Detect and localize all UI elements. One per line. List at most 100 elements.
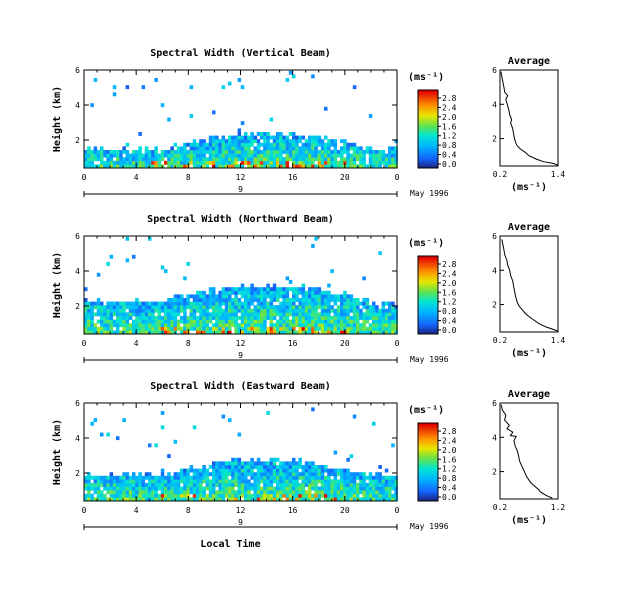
heatmap-cell xyxy=(106,157,110,162)
heatmap-cell xyxy=(250,142,254,147)
heatmap-cell xyxy=(320,468,325,473)
heatmap-cell xyxy=(164,301,168,306)
heatmap-cell xyxy=(260,287,264,292)
heatmap-cell xyxy=(359,160,363,165)
heatmap-cell xyxy=(256,497,261,502)
heatmap-cell xyxy=(324,475,328,480)
colorbar-swatch xyxy=(418,283,438,286)
heatmap-cell xyxy=(311,301,315,306)
heatmap-cell xyxy=(256,330,261,335)
heatmap-cell xyxy=(295,493,299,498)
heatmap-cell xyxy=(228,316,232,320)
heatmap-cell xyxy=(317,301,322,306)
colorbar-swatch xyxy=(418,323,438,326)
heatmap-cell xyxy=(176,326,181,331)
heatmap-cell xyxy=(292,497,296,502)
heatmap-cell xyxy=(381,497,386,502)
heatmap-cell xyxy=(260,312,264,317)
heatmap-cell xyxy=(125,330,130,335)
heatmap-cell xyxy=(128,308,133,313)
heatmap-cell xyxy=(212,323,216,328)
heatmap-cell xyxy=(279,308,283,313)
heatmap-cell xyxy=(260,316,264,320)
heatmap-cell xyxy=(151,150,155,154)
heatmap-cell xyxy=(148,486,152,491)
heatmap-cell xyxy=(279,294,283,299)
heatmap-cell xyxy=(304,290,309,295)
heatmap-cell xyxy=(240,157,245,162)
heatmap-cell xyxy=(173,142,178,147)
heatmap-cell xyxy=(160,308,165,313)
heatmap-cell xyxy=(368,326,373,331)
heatmap-cell xyxy=(135,153,139,158)
heatmap-cell xyxy=(250,497,254,502)
heatmap-cell xyxy=(244,472,248,477)
heatmap-cell xyxy=(263,465,267,469)
heatmap-cell xyxy=(148,479,152,484)
heatmap-cell xyxy=(205,316,210,320)
heatmap-cell xyxy=(362,153,366,158)
heatmap-cell xyxy=(247,323,251,328)
heatmap-cell xyxy=(119,301,123,306)
heatmap-cell xyxy=(221,316,226,320)
heatmap-cell xyxy=(320,490,325,495)
heatmap-cell xyxy=(359,330,363,335)
colorbar-swatch xyxy=(418,309,438,312)
heatmap-cell xyxy=(330,150,334,154)
heatmap-cell xyxy=(256,290,261,295)
heatmap-cell xyxy=(324,319,328,324)
heatmap-cell xyxy=(240,142,245,147)
heatmap-cell xyxy=(343,479,347,484)
heatmap-cell xyxy=(320,142,325,147)
heatmap-cell xyxy=(295,287,299,292)
heatmap-cell xyxy=(208,146,213,151)
heatmap-cell xyxy=(336,486,341,491)
heatmap-cell xyxy=(352,160,357,165)
heatmap-cell xyxy=(269,305,274,310)
heatmap-cell xyxy=(221,294,226,299)
heatmap-cell xyxy=(240,465,245,469)
heatmap-cell xyxy=(234,298,238,302)
heatmap-cell xyxy=(247,312,251,317)
colorbar-swatch xyxy=(418,485,438,488)
heatmap-cell xyxy=(260,330,264,335)
heatmap-cell xyxy=(208,142,213,147)
heatmap-cell xyxy=(96,483,101,487)
heatmap-cell xyxy=(93,486,98,491)
colorbar-tick-label: 0.4 xyxy=(442,151,457,160)
heatmap-cell xyxy=(308,164,312,169)
heatmap-cell xyxy=(260,472,264,477)
heatmap-cell xyxy=(292,490,296,495)
heatmap-cell xyxy=(180,157,184,162)
heatmap-cell xyxy=(205,483,210,487)
heatmap-cell xyxy=(157,493,162,498)
heatmap-cell xyxy=(90,497,94,502)
heatmap-cell xyxy=(112,160,117,165)
heatmap-cell xyxy=(356,475,360,480)
heatmap-cell xyxy=(186,305,190,310)
heatmap-cell xyxy=(346,316,350,320)
heatmap-cell xyxy=(87,316,91,320)
heatmap-cell xyxy=(356,153,360,158)
heatmap-cell xyxy=(202,316,206,320)
heatmap-cell xyxy=(112,305,117,310)
heatmap-cell xyxy=(253,305,258,310)
heatmap-cell xyxy=(128,490,133,495)
heatmap-cell xyxy=(96,150,101,154)
heatmap-cell xyxy=(109,319,114,324)
colorbar-swatch xyxy=(418,282,438,284)
heatmap-cell xyxy=(183,490,187,495)
heatmap-cell xyxy=(301,298,306,302)
heatmap-cell xyxy=(368,312,373,317)
heatmap-cell xyxy=(208,330,213,335)
heatmap-cell xyxy=(362,319,366,324)
heatmap-cell xyxy=(343,468,347,473)
heatmap-cell xyxy=(103,475,107,480)
y-axis-label: Height (km) xyxy=(51,86,63,152)
heatmap-cell xyxy=(269,146,274,151)
heatmap-cell xyxy=(167,157,171,162)
heatmap-cell xyxy=(304,497,309,502)
heatmap-cell xyxy=(215,465,219,469)
heatmap-cell xyxy=(282,319,286,324)
heatmap-cell xyxy=(359,308,363,313)
